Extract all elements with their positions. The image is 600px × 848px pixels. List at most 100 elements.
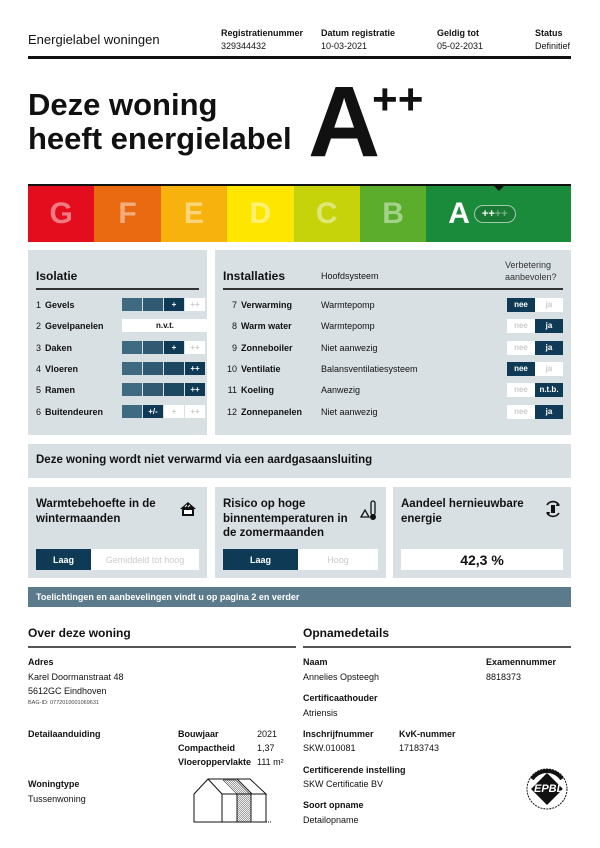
other-value: Hoog: [327, 554, 349, 565]
rating-segment: +/-: [143, 404, 163, 418]
rating-bars: + ++: [122, 340, 205, 354]
scale-class-A: A ++++: [426, 184, 572, 242]
row-number: 7: [231, 300, 237, 310]
card-title: Risico op hoge binnentemperaturen in de …: [223, 498, 348, 539]
installatie-row: 12 Zonnepanelen Niet aanwezig nee ja: [223, 404, 563, 419]
rating-segment: [122, 298, 142, 311]
scale-class-F: F: [94, 186, 161, 242]
heat-demand-scale: Laag Gemiddeld tot hoog: [36, 549, 199, 570]
class-letter: C: [315, 197, 338, 230]
rating-segment: [164, 383, 184, 397]
improvement-toggle: nee ja: [507, 361, 563, 376]
bag-id: BAG-ID: 0772010001069631: [28, 700, 99, 706]
section-title-woning: Over deze woning: [28, 626, 131, 640]
row-number: 5: [36, 385, 42, 396]
rating-segment: ++: [185, 298, 205, 311]
name: Annelies Opsteegh: [303, 672, 380, 682]
main-system: Warmtepomp: [321, 300, 375, 310]
option-ja: ja: [535, 319, 563, 334]
renewable-value: 42,3 %: [401, 549, 563, 570]
improvement-toggle: nee n.t.b.: [507, 383, 563, 398]
main-system: Warmtepomp: [321, 321, 375, 332]
class-letter: A: [448, 197, 470, 230]
divider: [36, 288, 199, 290]
certifying-body-label: Certificerende instelling: [303, 765, 406, 775]
build-year-label: Bouwjaar: [178, 729, 219, 739]
label: Datum registratie: [321, 28, 396, 38]
energy-label-letter: A: [308, 66, 381, 178]
row-name: Gevels: [45, 300, 75, 310]
card-heat-demand: Warmtebehoefte in de wintermaanden Laag G…: [28, 487, 207, 578]
overheating-scale: Laag Hoog: [223, 549, 378, 570]
header-divider: [28, 56, 571, 59]
rating-segment: [143, 361, 163, 375]
isolatie-panel: Isolatie 1 Gevels + ++ 2 Gevelpanelen n.v.t. 3 D…: [28, 250, 208, 435]
survey-type: Detailopname: [303, 815, 359, 825]
rating-text: n.v.t.: [122, 319, 208, 333]
card-title: Warmtebehoefte in de wintermaanden: [36, 498, 156, 525]
row-number: 2: [36, 321, 42, 332]
compactness: 1,37: [257, 743, 275, 753]
class-letter: D: [249, 197, 272, 230]
row-number: 12: [226, 406, 237, 417]
address-label: Adres: [28, 657, 54, 667]
improvement-toggle: nee ja: [507, 340, 563, 355]
option-nee: nee: [507, 298, 535, 312]
card-overheating-risk: Risico op hoge binnentemperaturen in de …: [215, 487, 386, 578]
row-name: Verwarming: [241, 300, 293, 310]
rating-segment: ++: [185, 404, 205, 418]
main-system: Niet aanwezig: [321, 342, 378, 353]
rating-segment: +: [164, 404, 184, 418]
divider: [28, 646, 296, 648]
row-name: Zonnepanelen: [241, 406, 303, 417]
class-letter: F: [118, 197, 137, 230]
registration-date: Datum registratie 10-03-2021: [321, 27, 395, 53]
headline-line2: heeft energielabel: [28, 121, 292, 156]
scale-class-E: E: [160, 186, 228, 242]
registration-no: SKW.010081: [303, 743, 356, 753]
rating-segment: [122, 383, 142, 397]
scale-class-G: G: [28, 186, 95, 242]
selected-value: Laag: [36, 549, 91, 570]
col-improve: Verbetering aanbevolen?: [505, 260, 557, 282]
label: Status: [535, 28, 563, 38]
installatie-row: 9 Zonneboiler Niet aanwezig nee ja: [223, 340, 563, 355]
row-name: Vloeren: [45, 363, 79, 374]
rating-segment: [122, 361, 142, 375]
row-name: Daken: [45, 342, 73, 353]
terraced-house-illustration: [193, 778, 272, 823]
house-type-label: Woningtype: [28, 779, 80, 789]
option-ja: ja: [535, 404, 563, 419]
isolatie-row: 4 Vloeren ++: [36, 361, 205, 376]
improvement-toggle: nee ja: [507, 319, 563, 334]
row-name: Zonneboiler: [241, 342, 293, 353]
isolatie-row: 6 Buitendeuren +/- + ++: [36, 404, 205, 419]
registration-no-label: Inschrijfnummer: [303, 729, 374, 739]
value: 05-02-2031: [437, 41, 484, 51]
headline-line1: Deze woning: [28, 87, 218, 122]
house-icon: [180, 502, 196, 516]
rating-segment: ++: [185, 383, 205, 397]
class-letter: E: [183, 197, 204, 230]
exam-number: 8818373: [486, 672, 522, 682]
document-title: Energielabel woningen: [28, 32, 160, 47]
isolatie-row: 2 Gevelpanelen n.v.t.: [36, 319, 208, 333]
epbd-logo-text: EPBD: [534, 783, 565, 795]
row-number: 9: [231, 342, 237, 353]
isolatie-row: 1 Gevels + ++: [36, 298, 205, 312]
divider: [223, 288, 563, 290]
plus-on: ++: [481, 208, 495, 220]
option-ja: ja: [535, 361, 563, 376]
installaties-title: Installaties: [223, 269, 286, 283]
row-number: 1: [36, 300, 42, 310]
label: Registratienummer: [221, 28, 304, 38]
certificate-holder-label: Certificaathouder: [303, 693, 378, 703]
option-ja: n.t.b.: [535, 383, 563, 398]
option-ja: ja: [535, 298, 563, 312]
headline: Deze woning heeft energielabel: [28, 88, 292, 156]
label: Geldig tot: [437, 28, 479, 38]
rating-segment: ++: [185, 340, 205, 354]
card-renewable-share: Aandeel hernieuwbare energie 42,3 %: [393, 487, 571, 578]
exam-number-label: Examennummer: [486, 657, 557, 667]
isolatie-row: 3 Daken + ++: [36, 340, 205, 355]
